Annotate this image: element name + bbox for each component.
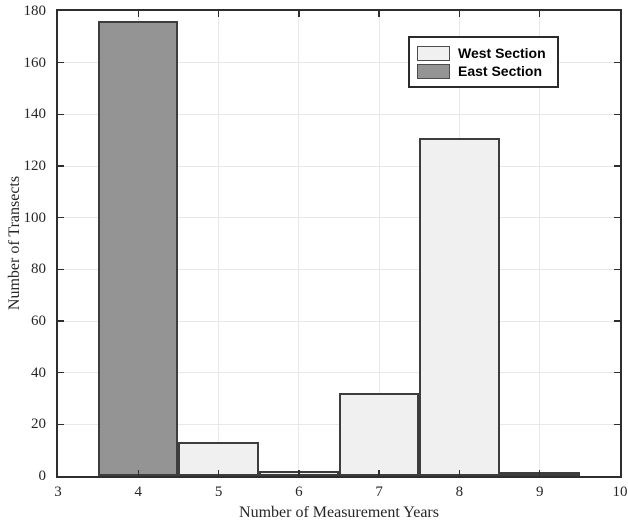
x-axis-label: Number of Measurement Years	[239, 504, 439, 521]
tick-right-y-160	[614, 61, 620, 64]
tick-right-y-40	[614, 371, 620, 374]
tick-bottom-x-8	[458, 470, 461, 476]
gridline-y-140	[58, 113, 620, 115]
plot-area: West Section East Section	[56, 9, 622, 478]
gridline-y-80	[58, 268, 620, 270]
x-tick-label-6: 6	[295, 484, 303, 500]
tick-top-x-7	[378, 11, 380, 17]
x-tick-label-3: 3	[54, 484, 62, 500]
y-tick-label-60: 60	[31, 313, 46, 329]
bar-east-section-x4	[98, 21, 179, 476]
gridline-y-40	[58, 372, 620, 374]
legend-swatch-west-section	[417, 45, 450, 61]
y-tick-label-100: 100	[23, 209, 47, 226]
legend-row-west-section: West Section	[417, 45, 546, 61]
legend: West Section East Section	[408, 36, 559, 88]
bar-west-section-x7	[339, 393, 420, 476]
tick-left-y-120	[58, 165, 64, 167]
tick-top-x-6	[298, 11, 300, 17]
tick-left-y-100	[58, 216, 64, 219]
tick-left-y-80	[58, 268, 64, 271]
y-tick-label-180: 180	[23, 3, 47, 19]
tick-bottom-x-9	[538, 470, 541, 476]
tick-bottom-x-4	[137, 470, 140, 476]
tick-right-y-80	[614, 268, 620, 271]
y-tick-label-160: 160	[23, 54, 47, 71]
gridline-x-7	[378, 11, 380, 476]
gridline-y-160	[58, 62, 620, 64]
x-tick-label-9: 9	[535, 484, 544, 500]
y-tick-label-80: 80	[31, 261, 46, 278]
y-axis-label-text: Number of Transects	[6, 175, 23, 311]
tick-left-y-20	[58, 423, 64, 426]
gridline-x-5	[218, 11, 220, 476]
y-tick-label-120: 120	[23, 158, 47, 174]
y-tick-label-20: 20	[31, 416, 46, 433]
legend-label-west-section: West Section	[458, 45, 546, 61]
gridline-y-60	[58, 320, 620, 322]
x-tick-label-8: 8	[455, 484, 464, 500]
tick-left-y-60	[58, 320, 64, 322]
gridline-y-120	[58, 165, 620, 167]
legend-row-east-section: East Section	[417, 63, 546, 79]
tick-left-y-140	[58, 113, 64, 116]
x-tick-label-10: 10	[612, 484, 628, 500]
tick-right-y-60	[614, 320, 620, 322]
gridline-x-9	[539, 11, 541, 476]
tick-top-x-8	[458, 11, 461, 17]
x-tick-label-4: 4	[134, 484, 143, 500]
tick-right-y-140	[614, 113, 620, 116]
y-tick-label-40: 40	[31, 364, 46, 381]
legend-label-east-section: East Section	[458, 63, 543, 79]
y-tick-label-0: 0	[38, 468, 47, 484]
tick-right-y-100	[614, 216, 620, 219]
tick-top-x-9	[538, 11, 541, 17]
tick-bottom-x-5	[217, 470, 220, 476]
y-tick-label-140: 140	[23, 106, 47, 123]
tick-left-y-40	[58, 371, 64, 374]
tick-bottom-x-7	[378, 470, 380, 476]
x-tick-label-5: 5	[214, 484, 223, 500]
tick-right-y-120	[614, 165, 620, 167]
tick-bottom-x-6	[298, 470, 300, 476]
gridline-x-6	[298, 11, 300, 476]
tick-top-x-5	[217, 11, 220, 17]
legend-swatch-east-section	[417, 63, 450, 79]
x-tick-label-7: 7	[375, 484, 383, 500]
tick-left-y-160	[58, 61, 64, 64]
bar-west-section-x8	[419, 137, 500, 476]
tick-right-y-20	[614, 423, 620, 426]
gridline-y-100	[58, 217, 620, 219]
tick-top-x-4	[137, 11, 140, 17]
